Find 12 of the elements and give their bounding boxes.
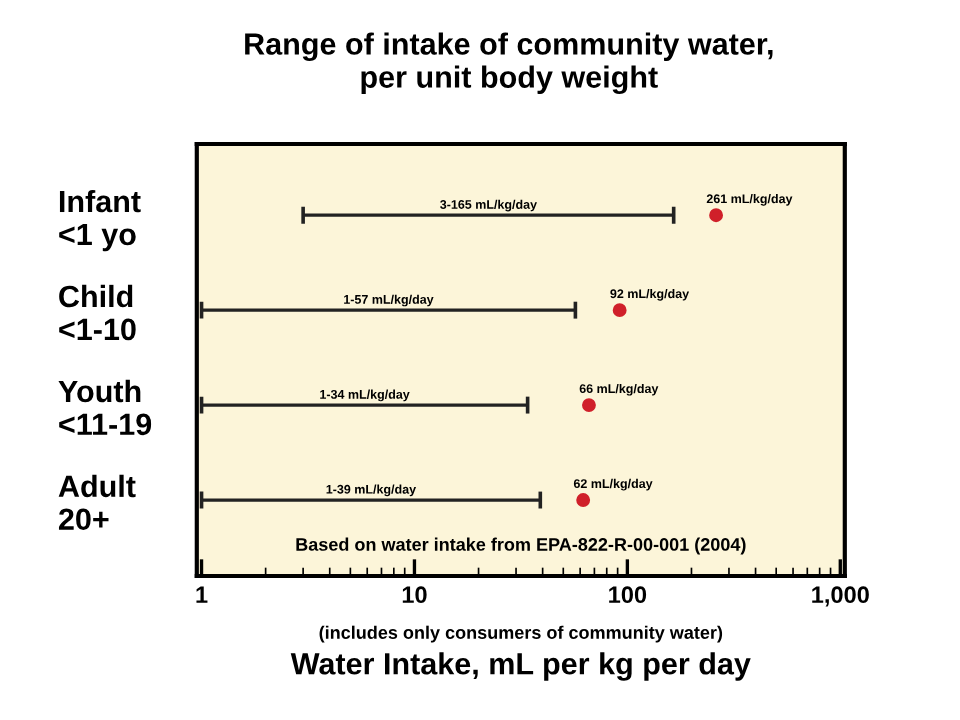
chart-title: Range of intake of community water, per unit body weight xyxy=(245,32,773,95)
x-tick-label: 10 xyxy=(402,586,427,604)
x-tick-label: 1 xyxy=(196,586,208,603)
annotation: Based on water intake from EPA-822-R-00-001 (2004) xyxy=(296,537,746,555)
y-tick-label: Infant <1 yo xyxy=(59,189,141,252)
x-tick-label: 1,000 xyxy=(812,586,869,607)
y-tick-label: Youth <11-19 xyxy=(58,379,152,436)
text: (includes only consumers of community water) xyxy=(319,625,723,643)
y-tick-label: Adult 20+ xyxy=(58,474,136,531)
x-axis-title: Water Intake, mL per kg per day xyxy=(290,652,751,681)
y-tick-label: Child <1-10 xyxy=(59,284,136,341)
x-tick-label: 100 xyxy=(609,586,647,604)
